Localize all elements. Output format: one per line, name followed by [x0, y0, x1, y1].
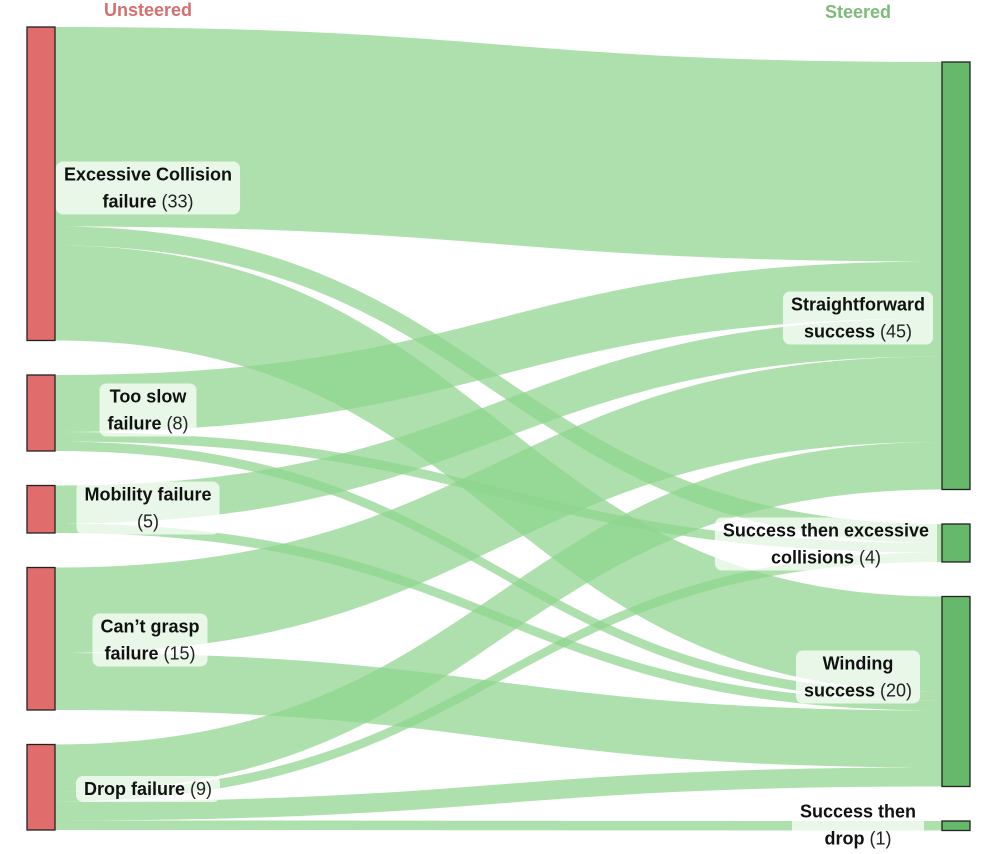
source-collision-label: Excessive Collision failure (33)	[55, 161, 241, 215]
source-drop-label-count: (9)	[185, 779, 212, 799]
source-collision-label-suffix: failure	[102, 192, 156, 212]
target-node-straight	[941, 61, 971, 491]
source-mobility-label-name: Mobility failure	[84, 485, 211, 505]
flow-links	[55, 27, 942, 831]
target-node-coll	[941, 523, 971, 563]
target-straight-label-line-1: Straightforward	[791, 295, 925, 315]
source-mobility-label-line-1: Mobility failure	[84, 485, 211, 505]
target-sdrop-label-line-1: Success then	[800, 802, 916, 822]
source-slow-label-line-1: Too slow	[110, 387, 188, 407]
source-collision-label-name: Excessive Collision	[64, 165, 232, 185]
source-mobility-label: Mobility failure (5)	[76, 481, 220, 535]
source-slow-label: Too slow failure (8)	[99, 383, 197, 437]
source-grasp-label-name: Can’t grasp	[100, 617, 199, 637]
target-coll-label-name: Success then excessive	[723, 521, 929, 541]
flow-drop-to-winding	[55, 767, 942, 821]
flow-mobility-to-straight	[55, 318, 942, 524]
source-grasp-label-count: (15)	[159, 644, 196, 664]
left-column-title: Unsteered	[104, 0, 192, 20]
source-slow-label-name: Too slow	[110, 387, 188, 407]
source-drop-label: Drop failure (9)	[75, 776, 221, 802]
source-collision-label-count: (33)	[157, 192, 194, 212]
source-grasp-label-suffix: failure	[104, 644, 158, 664]
source-drop-label-line-1: Drop failure (9)	[84, 779, 212, 799]
flow-collision-to-coll	[55, 226, 942, 543]
target-sdrop-label-line-2: drop (1)	[825, 829, 892, 849]
target-sdrop-label: Success then drop (1)	[791, 798, 925, 852]
source-drop-label-name: Drop failure	[84, 779, 185, 799]
target-winding-label-line-1: Winding	[823, 654, 894, 674]
flow-drop-to-coll	[55, 552, 942, 802]
source-collision-label-line-1: Excessive Collision	[64, 165, 232, 185]
source-grasp-label-line-2: failure (15)	[104, 644, 195, 664]
source-node-slow	[26, 374, 56, 452]
target-sdrop-label-suffix: drop	[825, 829, 865, 849]
target-winding-label: Winding success (20)	[795, 650, 921, 704]
target-winding-label-line-2: success (20)	[804, 681, 912, 701]
source-collision-label-line-2: failure (33)	[102, 192, 193, 212]
target-winding-label-name: Winding	[823, 654, 894, 674]
source-slow-label-suffix: failure	[107, 414, 161, 434]
source-slow-label-count: (8)	[162, 414, 189, 434]
target-sdrop-label-count: (1)	[865, 829, 892, 849]
source-mobility-label-bg	[76, 481, 220, 535]
flow-grasp-to-straight	[55, 356, 942, 653]
nodes	[26, 26, 971, 832]
target-coll-label: Success then excessive collisions (4)	[714, 517, 938, 571]
target-straight-label-bg	[782, 291, 934, 345]
source-drop-label-bg	[75, 776, 221, 802]
target-coll-label-line-1: Success then excessive	[723, 521, 929, 541]
flow-collision-to-straight	[55, 27, 942, 262]
flow-slow-to-winding	[55, 441, 942, 701]
target-straight-label-count: (45)	[875, 322, 912, 342]
source-slow-label-bg	[99, 383, 197, 437]
target-coll-label-count: (4)	[854, 548, 881, 568]
target-coll-label-suffix: collisions	[771, 548, 854, 568]
flow-slow-to-straight	[55, 261, 942, 432]
source-mobility-label-count: (5)	[137, 512, 159, 532]
target-sdrop-label-bg	[791, 798, 925, 852]
node-labels: Excessive Collision failure (33) Too slow f…	[55, 161, 938, 852]
target-node-sdrop	[941, 820, 971, 832]
source-grasp-label: Can’t grasp failure (15)	[92, 613, 208, 667]
target-straight-label-name: Straightforward	[791, 295, 925, 315]
target-node-winding	[941, 595, 971, 788]
right-column-title: Steered	[825, 2, 891, 22]
source-grasp-label-bg	[92, 613, 208, 667]
target-winding-label-suffix: success	[804, 681, 875, 701]
target-coll-label-bg	[714, 517, 938, 571]
target-straight-label-suffix: success	[804, 322, 875, 342]
source-grasp-label-line-1: Can’t grasp	[100, 617, 199, 637]
target-winding-label-count: (20)	[875, 681, 912, 701]
flow-drop-to-straight	[55, 442, 942, 792]
source-slow-label-line-2: failure (8)	[107, 414, 188, 434]
source-collision-label-bg	[55, 161, 241, 215]
source-node-mobility	[26, 484, 56, 534]
target-winding-label-bg	[795, 650, 921, 704]
source-node-collision	[26, 26, 56, 342]
target-coll-label-line-2: collisions (4)	[771, 548, 881, 568]
target-straight-label: Straightforward success (45)	[782, 291, 934, 345]
source-mobility-label-line-2: (5)	[137, 512, 159, 532]
target-sdrop-label-name: Success then	[800, 802, 916, 822]
flow-grasp-to-winding	[55, 653, 942, 768]
target-straight-label-line-2: success (45)	[804, 322, 912, 342]
source-node-grasp	[26, 566, 56, 711]
flow-drop-to-sdrop	[55, 820, 942, 831]
source-node-drop	[26, 743, 56, 831]
